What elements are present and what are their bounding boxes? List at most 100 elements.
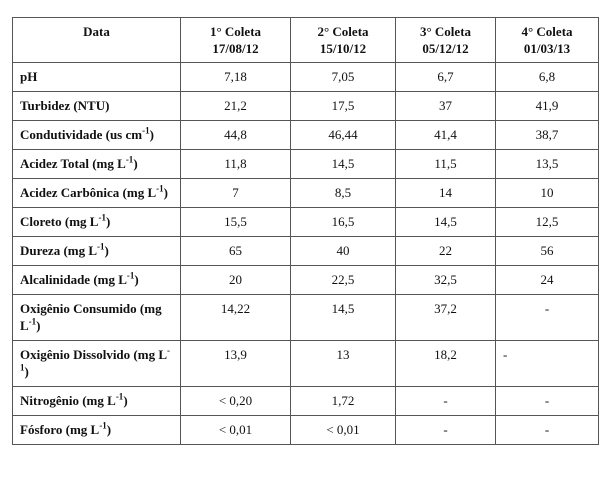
- label-text: pH: [20, 69, 38, 84]
- row-label: Alcalinidade (mg L-1): [12, 265, 181, 295]
- header-cell: 4° Coleta 01/03/13: [495, 17, 599, 63]
- cell-value: 46,44: [328, 127, 358, 142]
- row-label: Condutividade (us cm-1): [12, 120, 181, 150]
- cell-value: 44,8: [224, 127, 247, 142]
- superscript: -1: [156, 183, 164, 194]
- table-row: Cloreto (mg L-1) 15,5 16,5 14,5 12,5: [12, 207, 599, 237]
- value-cell: 10: [495, 178, 599, 208]
- cell-value: 12,5: [535, 214, 559, 229]
- value-cell: 7,05: [290, 62, 396, 92]
- value-cell: 24: [495, 265, 599, 295]
- row-label: Oxigênio Dissolvido (mg L-1): [12, 340, 181, 387]
- label-text: Acidez Carbônica (mg L: [20, 185, 157, 200]
- row-label: Acidez Total (mg L-1): [12, 149, 181, 179]
- cell-value: 24: [540, 272, 554, 287]
- value-cell: 16,5: [290, 207, 396, 237]
- value-cell: 14,5: [290, 294, 396, 341]
- superscript: -1: [97, 241, 105, 252]
- row-label: Turbidez (NTU): [12, 91, 181, 121]
- label-text: ): [36, 318, 41, 333]
- label-text: ): [24, 364, 29, 379]
- cell-value: 13,9: [224, 347, 247, 362]
- value-cell: 1,72: [290, 386, 396, 416]
- value-cell: 6,8: [495, 62, 599, 92]
- value-cell: -: [495, 294, 599, 341]
- value-cell: 21,2: [180, 91, 291, 121]
- label-text: Oxigênio Dissolvido (mg L: [20, 347, 167, 362]
- superscript: -1: [125, 154, 134, 165]
- cell-value: 14,5: [331, 301, 355, 316]
- superscript: -1: [126, 270, 135, 281]
- value-cell: 41,4: [395, 120, 496, 150]
- superscript: -1: [20, 345, 170, 373]
- cell-value: 14,22: [220, 301, 251, 316]
- value-cell: < 0,20: [180, 386, 291, 416]
- label-text: Acidez Total (mg L: [20, 156, 126, 171]
- label-text: Nitrogênio (mg L: [20, 393, 116, 408]
- value-cell: 22: [395, 236, 496, 266]
- table-row: Nitrogênio (mg L-1) < 0,20 1,72 - -: [12, 386, 599, 416]
- table-row: Condutividade (us cm-1) 44,8 46,44 41,4 38,7: [12, 120, 599, 150]
- table-row: Dureza (mg L-1) 65 40 22 56: [12, 236, 599, 266]
- superscript: -1: [98, 212, 106, 223]
- value-cell: 38,7: [495, 120, 599, 150]
- row-label: pH: [12, 62, 181, 92]
- header-cell: 3° Coleta 05/12/12: [395, 17, 496, 63]
- cell-value: 1,72: [331, 393, 355, 408]
- value-cell: 14,22: [180, 294, 291, 341]
- value-cell: 7: [180, 178, 291, 208]
- cell-value: -: [503, 347, 508, 362]
- value-cell: 37: [395, 91, 496, 121]
- superscript: -1: [142, 125, 150, 136]
- value-cell: 41,9: [495, 91, 599, 121]
- value-cell: 22,5: [290, 265, 396, 295]
- table-container: Data 1° Coleta 17/08/12 2° Coleta 15/10/12 3°…: [12, 17, 599, 445]
- value-cell: 8,5: [290, 178, 396, 208]
- cell-value: 38,7: [535, 127, 559, 142]
- cell-value: 14: [439, 185, 452, 200]
- cell-value: 41,9: [535, 98, 559, 113]
- value-cell: -: [495, 415, 599, 445]
- value-cell: 40: [290, 236, 396, 266]
- table-row: Turbidez (NTU) 21,2 17,5 37 41,9: [12, 91, 599, 121]
- value-cell: -: [495, 386, 599, 416]
- header-title: 1° Coleta: [209, 24, 262, 39]
- label-text: ): [104, 243, 109, 258]
- value-cell: 65: [180, 236, 291, 266]
- cell-value: 56: [540, 243, 554, 258]
- row-label: Dureza (mg L-1): [12, 236, 181, 266]
- row-label: Nitrogênio (mg L-1): [12, 386, 181, 416]
- cell-value: 14,5: [434, 214, 457, 229]
- cell-value: 13: [336, 347, 350, 362]
- superscript: -1: [115, 391, 124, 402]
- cell-value: 37,2: [434, 301, 457, 316]
- cell-value: 17,5: [331, 98, 355, 113]
- value-cell: 14: [395, 178, 496, 208]
- cell-value: 11,8: [224, 156, 247, 171]
- value-cell: 11,5: [395, 149, 496, 179]
- cell-value: 22: [439, 243, 452, 258]
- label-text: ): [163, 185, 168, 200]
- cell-value: 6,7: [437, 69, 454, 84]
- label-text: Fósforo (mg L: [20, 422, 100, 437]
- cell-value: 6,8: [538, 69, 556, 84]
- value-cell: 37,2: [395, 294, 496, 341]
- cell-value: 15,5: [224, 214, 247, 229]
- value-cell: 6,7: [395, 62, 496, 92]
- header-cell: 2° Coleta 15/10/12: [290, 17, 396, 63]
- cell-value: -: [544, 422, 550, 437]
- cell-value: 16,5: [331, 214, 355, 229]
- header-row: Data 1° Coleta 17/08/12 2° Coleta 15/10/12 3°…: [12, 17, 599, 63]
- table-row: Acidez Total (mg L-1) 11,8 14,5 11,5 13,5: [12, 149, 599, 179]
- header-cell: 1° Coleta 17/08/12: [180, 17, 291, 63]
- table-row: Oxigênio Consumido (mg L-1) 14,22 14,5 37,2…: [12, 294, 599, 341]
- table-body: pH 7,18 7,05 6,7 6,8 Turbidez (NTU) 21,2 17,5 37…: [12, 62, 599, 445]
- data-table: Data 1° Coleta 17/08/12 2° Coleta 15/10/12 3°…: [12, 17, 599, 445]
- label-text: Turbidez (NTU): [20, 98, 110, 113]
- cell-value: -: [443, 422, 448, 437]
- value-cell: 56: [495, 236, 599, 266]
- value-cell: 17,5: [290, 91, 396, 121]
- value-cell: 12,5: [495, 207, 599, 237]
- cell-value: 11,5: [434, 156, 457, 171]
